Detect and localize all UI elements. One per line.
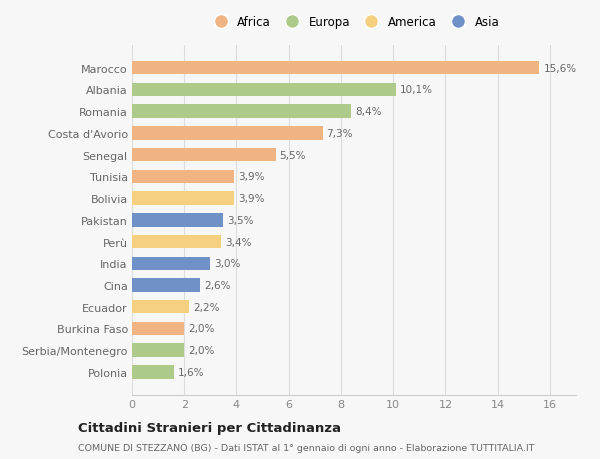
Text: COMUNE DI STEZZANO (BG) - Dati ISTAT al 1° gennaio di ogni anno - Elaborazione T: COMUNE DI STEZZANO (BG) - Dati ISTAT al … — [78, 443, 535, 452]
Text: 3,9%: 3,9% — [238, 194, 264, 204]
Text: 8,4%: 8,4% — [355, 107, 382, 117]
Bar — [132, 192, 234, 205]
Text: 2,2%: 2,2% — [193, 302, 220, 312]
Text: 3,9%: 3,9% — [238, 172, 264, 182]
Bar — [132, 257, 211, 270]
Bar — [132, 62, 539, 75]
Legend: Africa, Europa, America, Asia: Africa, Europa, America, Asia — [206, 13, 502, 31]
Bar — [132, 365, 174, 379]
Text: 1,6%: 1,6% — [178, 367, 204, 377]
Text: 7,3%: 7,3% — [326, 129, 353, 139]
Text: 3,4%: 3,4% — [225, 237, 251, 247]
Bar — [132, 322, 184, 336]
Text: 2,0%: 2,0% — [188, 324, 215, 334]
Bar — [132, 344, 184, 357]
Text: Cittadini Stranieri per Cittadinanza: Cittadini Stranieri per Cittadinanza — [78, 421, 341, 434]
Text: 5,5%: 5,5% — [280, 150, 306, 160]
Bar — [132, 235, 221, 249]
Text: 2,6%: 2,6% — [204, 280, 230, 291]
Bar — [132, 170, 234, 184]
Text: 3,5%: 3,5% — [227, 215, 254, 225]
Text: 10,1%: 10,1% — [400, 85, 433, 95]
Text: 3,0%: 3,0% — [214, 259, 241, 269]
Bar — [132, 149, 275, 162]
Bar — [132, 127, 323, 140]
Bar — [132, 213, 223, 227]
Bar — [132, 84, 396, 97]
Text: 2,0%: 2,0% — [188, 346, 215, 355]
Bar — [132, 300, 190, 314]
Text: 15,6%: 15,6% — [544, 63, 577, 73]
Bar — [132, 279, 200, 292]
Bar — [132, 105, 352, 118]
